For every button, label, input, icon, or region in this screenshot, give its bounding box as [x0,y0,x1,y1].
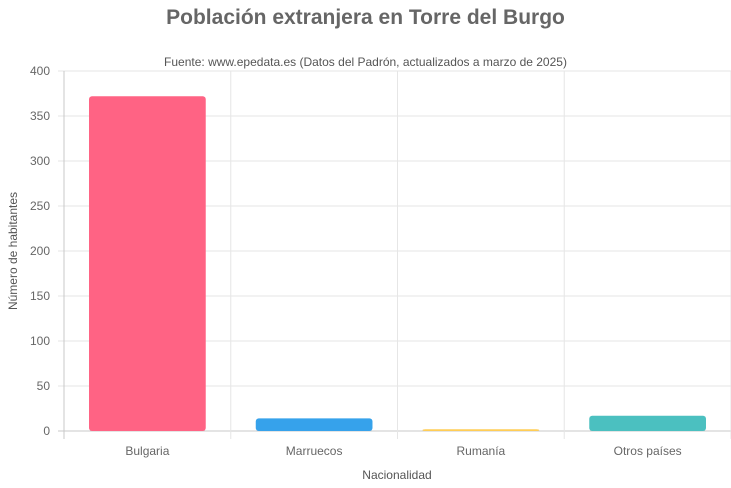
bar-rumanía [422,429,540,431]
bar-bulgaria [89,96,206,431]
y-tick-label: 250 [30,199,50,213]
y-tick-label: 150 [30,289,50,303]
x-tick-label: Bulgaria [125,444,169,458]
x-tick-label: Marruecos [286,444,343,458]
bars [89,96,706,431]
y-tick-label: 300 [30,154,50,168]
y-tick-label: 50 [37,379,51,393]
tick-labels: 0 50 100 150 200 250 300 350 400 Bulgaria Marrueco… [30,64,682,458]
chart-title: Población extranjera en Torre del Burgo [166,6,565,29]
chart-subtitle: Fuente: www.epedata.es (Datos del Padrón… [164,55,567,69]
x-tick-label: Rumanía [457,444,506,458]
y-tick-label: 0 [43,424,50,438]
x-axis-title: Nacionalidad [362,468,431,482]
y-tick-label: 400 [30,64,50,78]
y-tick-label: 200 [30,244,50,258]
bar-otros-países [589,415,706,431]
y-tick-label: 350 [30,109,50,123]
y-tick-label: 100 [30,334,50,348]
y-axis-title: Número de habitantes [6,192,20,310]
x-tick-label: Otros países [614,444,682,458]
bar-marruecos [255,418,373,431]
